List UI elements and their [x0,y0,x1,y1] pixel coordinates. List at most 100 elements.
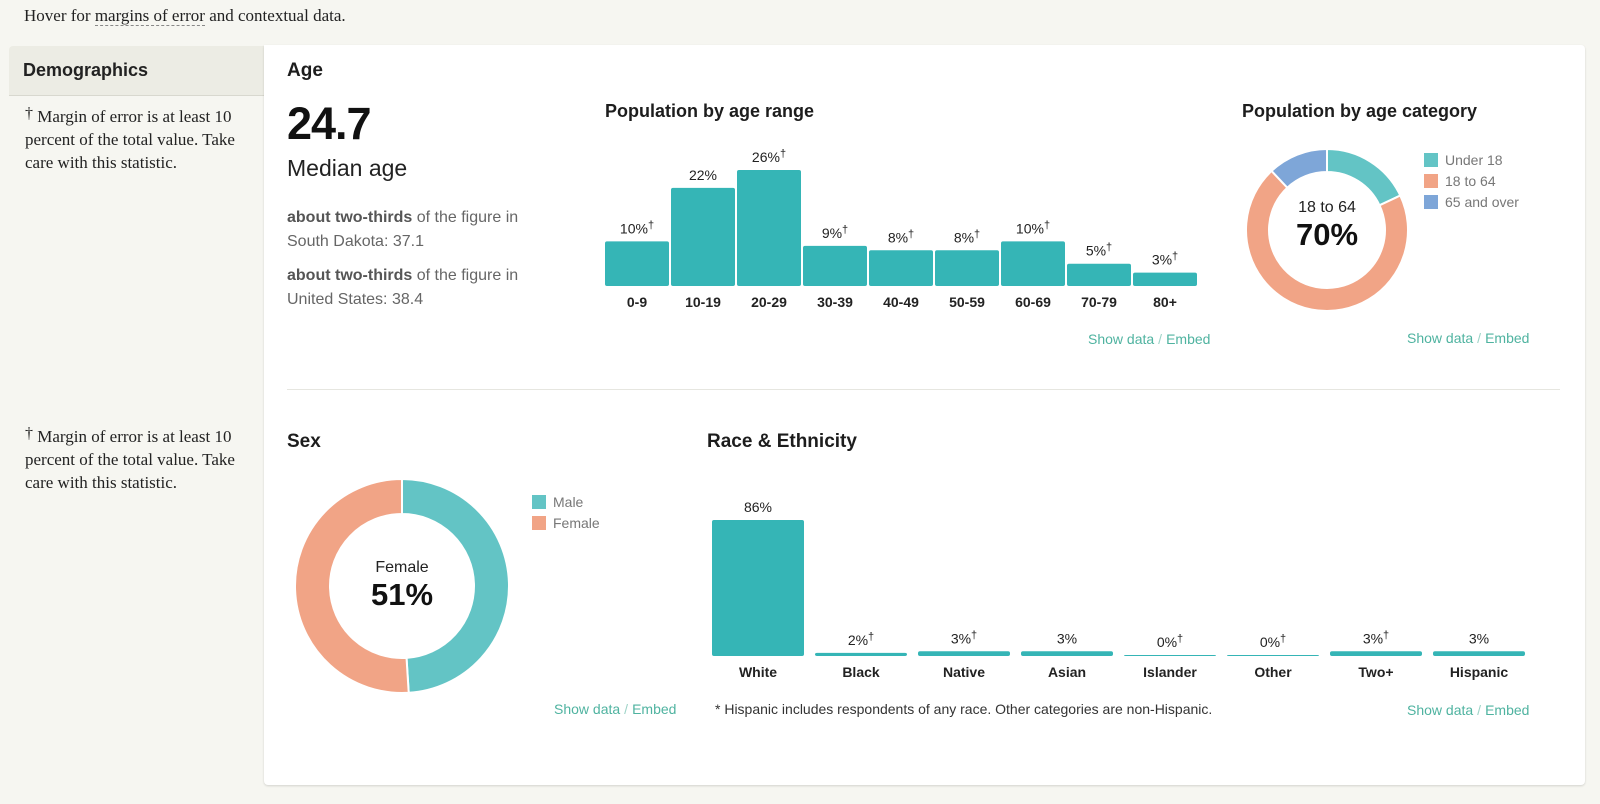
slice-male[interactable] [401,478,510,694]
bar-white[interactable] [712,520,804,656]
hover-instructions: Hover for margins of error and contextua… [24,6,346,26]
bar-other[interactable] [1227,655,1319,656]
note-text: Margin of error is at least 10 percent o… [25,107,235,172]
legend-item: Under 18 [1424,149,1519,170]
dagger-mark: † [648,219,654,231]
bar-80-[interactable] [1133,272,1197,286]
race-ethnicity-chart: 86%White2%†Black3%†Native3%Asian0%†Islan… [712,499,1525,680]
category-label: 20-29 [751,294,787,310]
bar-value-label: 5%† [1086,242,1112,259]
category-label: 50-59 [949,294,985,310]
slice-under-18[interactable] [1326,147,1402,207]
sex-center: Female 51% [352,559,452,613]
embed-link[interactable]: Embed [632,701,677,717]
dagger-mark: † [1172,251,1178,263]
link-separator: / [1477,330,1482,346]
age-heading: Age [287,60,323,81]
legend-label: Male [553,493,584,510]
embed-link[interactable]: Embed [1485,702,1530,718]
dagger-symbol: † [25,105,33,122]
bar-value-label: 86% [744,499,772,515]
bar-50-59[interactable] [935,250,999,286]
category-label: 60-69 [1015,294,1051,310]
bar-islander[interactable] [1124,655,1216,656]
bar-two-[interactable] [1330,651,1422,656]
legend-label: 65 and over [1445,193,1519,210]
legend-swatch [532,494,546,509]
category-label: Black [842,664,880,680]
margins-of-error-link[interactable]: margins of error [94,6,205,26]
age-range-chart: 10%† 0-9 22% 10-19 26%† 20-29 9%† 30-39 8%† 40-49… [605,148,1197,310]
margin-of-error-note: † Margin of error is at least 10 percent… [25,425,260,494]
category-label: 80+ [1153,294,1177,310]
slice-18-to-64[interactable] [1245,169,1409,312]
bar-0-9[interactable] [605,241,669,286]
bar-20-29[interactable] [737,170,801,286]
bar-value-label: 10%† [1016,219,1050,236]
section-title: Demographics [23,60,149,80]
section-divider [287,389,1560,390]
slice-65-and-over[interactable] [1270,147,1328,190]
bar-value-label: 3%† [1363,629,1389,646]
age-category-donut [1245,147,1409,312]
dagger-mark: † [1106,242,1112,254]
bar-asian[interactable] [1021,651,1113,656]
category-label: Hispanic [1450,664,1509,680]
comparison-text: of the figure in South Dakota: 37.1 [287,209,519,250]
sex-heading: Sex [287,431,321,452]
bar-value-label: 8%† [954,228,980,245]
legend-label: Female [553,514,600,531]
show-data-link[interactable]: Show data [1407,702,1474,718]
bar-hispanic[interactable] [1433,651,1525,656]
comparison-bold: about two-thirds [287,209,413,226]
category-label: 30-39 [817,294,853,310]
race-links: Show data / Embed [1407,702,1529,718]
dagger-mark: † [842,224,848,236]
link-separator: / [624,701,629,717]
dagger-mark: † [1044,219,1050,231]
bar-value-label: 3% [1469,630,1489,646]
comparison-country: about two-thirds of the figure in United… [287,264,557,312]
bar-40-49[interactable] [869,250,933,286]
bar-native[interactable] [918,651,1010,656]
bar-value-label: 3%† [951,629,977,646]
slice-female[interactable] [294,478,410,694]
race-heading: Race & Ethnicity [707,431,857,452]
bar-10-19[interactable] [671,187,735,286]
bar-value-label: 0%† [1260,633,1286,650]
legend-item: 18 to 64 [1424,170,1519,191]
embed-link[interactable]: Embed [1485,330,1530,346]
dagger-mark: † [974,228,980,240]
sex-donut [294,478,510,694]
dagger-mark: † [1383,629,1389,641]
bar-black[interactable] [815,652,907,656]
legend-swatch [1424,152,1438,167]
bar-value-label: 9%† [822,224,848,241]
category-label: Asian [1048,664,1086,680]
intro-suffix: and contextual data. [204,6,346,25]
legend-swatch [532,515,546,530]
embed-link[interactable]: Embed [1166,331,1211,347]
age-range-links: Show data / Embed [1088,331,1210,347]
comparison-bold: about two-thirds [287,267,413,284]
bar-70-79[interactable] [1067,263,1131,286]
link-separator: / [1477,702,1482,718]
bar-30-39[interactable] [803,245,867,286]
margin-of-error-note: † Margin of error is at least 10 percent… [25,105,260,174]
show-data-link[interactable]: Show data [554,701,621,717]
median-age-value: 24.7 [287,98,372,149]
show-data-link[interactable]: Show data [1088,331,1155,347]
age-category-legend: Under 18 18 to 64 65 and over [1424,149,1519,212]
show-data-link[interactable]: Show data [1407,330,1474,346]
legend-label: 18 to 64 [1445,172,1496,189]
dagger-mark: † [971,629,977,641]
center-label: Female [375,559,429,576]
category-label: Islander [1143,664,1197,680]
age-range-chart-title: Population by age range [605,101,815,121]
legend-swatch [1424,173,1438,188]
category-label: 40-49 [883,294,919,310]
bar-value-label: 2%† [848,631,874,648]
category-label: White [739,664,777,680]
bar-60-69[interactable] [1001,241,1065,286]
dagger-mark: † [908,228,914,240]
